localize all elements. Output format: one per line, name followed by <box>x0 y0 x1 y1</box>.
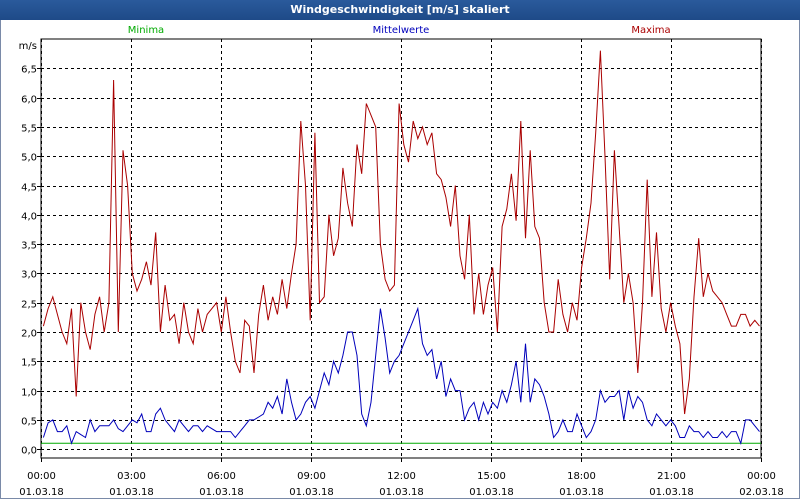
y-tick-label: 2,0 <box>21 329 37 340</box>
series-line-mittelwerte <box>42 306 760 446</box>
x-tick-time-label: 06:00 <box>207 471 236 482</box>
x-tick-time-label: 00:00 <box>27 471 56 482</box>
x-tick-date-label: 01.03.18 <box>199 487 244 498</box>
x-tick-date-label: 01.03.18 <box>559 487 604 498</box>
x-tick-date-label: 01.03.18 <box>649 487 694 498</box>
chart-title: Windgeschwindigkeit [m/s] skaliert <box>0 0 800 20</box>
x-tick-date-label: 01.03.18 <box>289 487 334 498</box>
x-tick-time-label: 09:00 <box>297 471 326 482</box>
x-tick-date-label: 01.03.18 <box>379 487 424 498</box>
y-tick-label: 0,5 <box>21 417 37 428</box>
y-tick-label: 6,5 <box>21 65 37 76</box>
x-tick-date-label: 01.03.18 <box>19 487 64 498</box>
y-tick-label: 3,0 <box>21 270 37 281</box>
x-tick-time-label: 03:00 <box>117 471 146 482</box>
x-tick-time-label: 18:00 <box>567 471 596 482</box>
x-tick-date-label: 02.03.18 <box>739 487 784 498</box>
x-tick-time-label: 21:00 <box>657 471 686 482</box>
y-tick-label: 1,5 <box>21 358 37 369</box>
y-tick-label: 5,0 <box>21 153 37 164</box>
legend-entry-maxima: Maxima <box>631 25 670 36</box>
y-tick-label: 3,5 <box>21 241 37 252</box>
legend-entry-minima: Minima <box>128 25 164 36</box>
x-tick-date-label: 01.03.18 <box>469 487 514 498</box>
y-tick-label: 4,5 <box>21 183 37 194</box>
y-unit-label: m/s <box>19 41 37 52</box>
y-tick-label: 0,0 <box>21 446 37 457</box>
y-tick-label: 5,5 <box>21 124 37 135</box>
y-tick-label: 2,5 <box>21 300 37 311</box>
x-tick-date-label: 01.03.18 <box>109 487 154 498</box>
x-tick-time-label: 15:00 <box>477 471 506 482</box>
series-line-maxima <box>42 50 760 415</box>
y-tick-label: 4,0 <box>21 212 37 223</box>
y-tick-label: 6,0 <box>21 95 37 106</box>
y-tick-label: 1,0 <box>21 388 37 399</box>
x-tick-time-label: 00:00 <box>747 471 776 482</box>
legend-entry-mittelwerte: Mittelwerte <box>373 25 430 36</box>
x-tick-time-label: 12:00 <box>387 471 416 482</box>
